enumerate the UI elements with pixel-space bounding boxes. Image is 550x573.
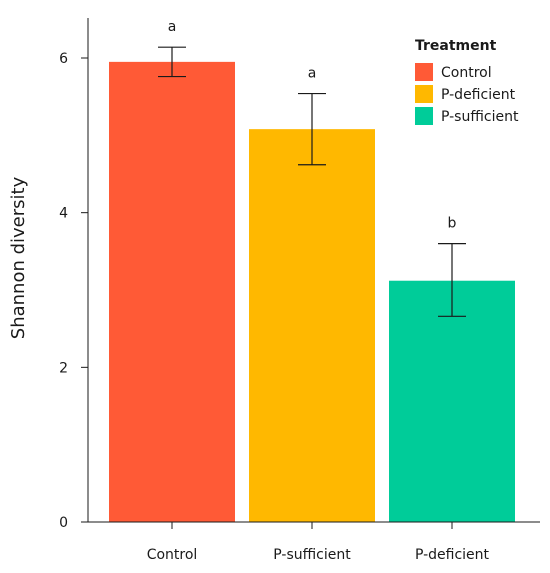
legend-title: Treatment <box>415 38 497 54</box>
legend-swatch-p-deficient <box>415 85 433 103</box>
legend-swatch-p-sufficient <box>415 107 433 125</box>
error-bar-control <box>158 46 186 78</box>
error-bar-p-sufficient <box>298 92 326 166</box>
y-tick-label: 6 <box>59 51 68 67</box>
x-tick-label: Control <box>147 547 198 563</box>
bars-layer <box>109 61 515 522</box>
legend-label-p-sufficient: P-sufficient <box>441 109 519 125</box>
y-tick-label: 0 <box>59 515 68 531</box>
significance-label: a <box>168 19 177 35</box>
legend-swatch-control <box>415 63 433 81</box>
bar-p-deficient <box>389 280 515 522</box>
y-tick-label: 4 <box>59 206 68 222</box>
x-tick-label: P-sufficient <box>273 547 351 563</box>
legend: Treatment Control P-deficient P-sufficient <box>415 38 519 125</box>
significance-label: a <box>308 66 317 82</box>
significance-label: b <box>448 216 457 232</box>
legend-label-p-deficient: P-deficient <box>441 87 516 103</box>
y-axis-title: Shannon diversity <box>8 176 29 339</box>
error-bar-p-deficient <box>438 243 466 317</box>
bar-control <box>109 61 235 522</box>
bar-p-sufficient <box>249 129 375 522</box>
legend-label-control: Control <box>441 65 492 81</box>
error-bars-layer <box>158 46 466 317</box>
axes-layer: Control P-sufficient P-deficient 0 2 4 6 <box>59 18 540 563</box>
y-tick-label: 2 <box>59 360 68 376</box>
x-tick-label: P-deficient <box>415 547 490 563</box>
significance-labels-layer: a a b <box>168 19 457 231</box>
